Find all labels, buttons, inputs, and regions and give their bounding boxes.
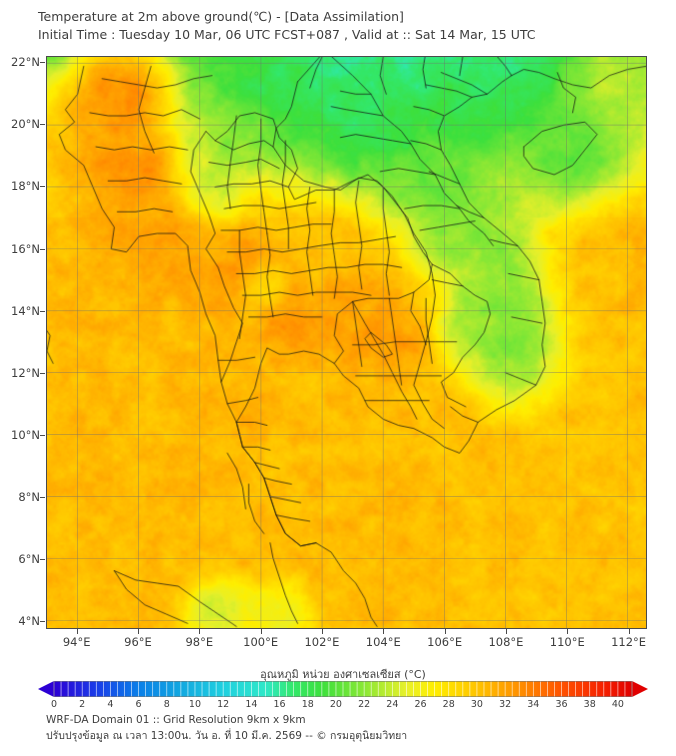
colorbar-tick-label: 30	[470, 699, 483, 710]
colorbar-tick-label: 24	[386, 699, 399, 710]
longitude-tick-label: 98°E	[185, 635, 214, 649]
latitude-tick-label: 14°N	[11, 303, 40, 318]
longitude-tick-mark	[76, 629, 78, 634]
longitude-tick-mark	[505, 629, 507, 634]
longitude-tick-mark	[567, 629, 569, 634]
latitude-tick-label: 22°N	[11, 55, 40, 70]
latitude-tick-label: 10°N	[11, 427, 40, 442]
longitude-tick-mark	[260, 629, 262, 634]
title-line-2: Initial Time : Tuesday 10 Mar, 06 UTC FC…	[38, 27, 536, 42]
colorbar-tick-label: 36	[555, 699, 568, 710]
colorbar-tick-label: 16	[273, 699, 286, 710]
latitude-tick-label: 8°N	[18, 490, 40, 504]
colorbar-tick-label: 6	[135, 699, 142, 710]
longitude-tick-label: 102°E	[304, 635, 340, 649]
latitude-tick-mark	[40, 559, 45, 561]
colorbar-tick-label: 28	[442, 699, 455, 710]
colorbar-tick-label: 14	[245, 699, 258, 710]
colorbar-gradient	[38, 681, 648, 697]
colorbar-tick-label: 12	[217, 699, 230, 710]
colorbar-tick-label: 40	[611, 699, 624, 710]
latitude-tick-label: 18°N	[11, 179, 40, 194]
longitude-tick-mark	[383, 629, 385, 634]
longitude-tick-mark	[199, 629, 201, 634]
temperature-field-canvas	[47, 57, 646, 628]
latitude-tick-mark	[40, 124, 45, 126]
colorbar-tick-label: 4	[107, 699, 114, 710]
longitude-tick-label: 112°E	[611, 635, 647, 649]
footer-line-2: ปรับปรุงข้อมูล ณ เวลา 13:00น. วัน อ. ที่…	[46, 730, 408, 742]
footer-block: WRF-DA Domain 01 :: Grid Resolution 9km …	[46, 712, 646, 744]
latitude-tick-mark	[40, 621, 45, 623]
longitude-tick-label: 106°E	[427, 635, 463, 649]
longitude-tick-label: 100°E	[243, 635, 279, 649]
latitude-tick-mark	[40, 310, 45, 312]
latitude-tick-mark	[40, 248, 45, 250]
latitude-tick-mark	[40, 186, 45, 188]
colorbar-tick-label: 34	[527, 699, 540, 710]
chart-title-block: Temperature at 2m above ground(℃) - [Dat…	[38, 8, 658, 44]
colorbar-ticks: 0 2 4 6 8 10 12 14 16 18 20 22 24 26 28 30 32 34 36 38 40	[38, 697, 648, 711]
longitude-tick-mark	[321, 629, 323, 634]
colorbar: อุณหภูมิ หน่วย องศาเซลเซียส (°C) 0 2 4 6 8 10…	[38, 665, 648, 710]
longitude-tick-mark	[137, 629, 139, 634]
latitude-tick-label: 4°N	[18, 614, 40, 629]
latitude-tick-label: 6°N	[18, 552, 40, 567]
colorbar-tick-label: 18	[301, 699, 314, 710]
longitude-tick-mark	[628, 629, 630, 634]
longitude-tick-label: 104°E	[365, 635, 401, 649]
colorbar-tick-label: 8	[163, 699, 170, 710]
colorbar-tick-label: 26	[414, 699, 427, 710]
longitude-axis: 94°E 96°E 98°E 100°E 102°E 104°E 106°E 108°E 110…	[46, 629, 647, 651]
latitude-tick-mark	[40, 434, 45, 436]
temperature-map[interactable]	[46, 56, 647, 629]
latitude-tick-mark	[40, 62, 45, 64]
colorbar-tick-label: 20	[329, 699, 342, 710]
longitude-tick-mark	[444, 629, 446, 634]
colorbar-tick-label: 2	[79, 699, 86, 710]
title-line-1: Temperature at 2m above ground(℃) - [Dat…	[38, 9, 404, 24]
latitude-tick-label: 20°N	[11, 117, 40, 132]
latitude-tick-label: 16°N	[11, 241, 40, 256]
longitude-tick-label: 94°E	[62, 635, 91, 649]
latitude-axis: 22°N 20°N 18°N 16°N 14°N 12°N 10°N 8°N 6°N 4°N	[0, 55, 45, 629]
longitude-tick-label: 110°E	[549, 635, 585, 649]
colorbar-tick-label: 0	[50, 699, 58, 710]
colorbar-tick-label: 38	[583, 699, 596, 710]
latitude-tick-label: 12°N	[11, 365, 40, 380]
longitude-tick-label: 96°E	[124, 635, 152, 649]
colorbar-tick-label: 22	[358, 699, 371, 710]
colorbar-title: อุณหภูมิ หน่วย องศาเซลเซียส (°C)	[260, 668, 426, 681]
longitude-tick-label: 108°E	[488, 635, 524, 649]
colorbar-tick-label: 32	[499, 699, 512, 710]
latitude-tick-mark	[40, 497, 45, 498]
colorbar-tick-label: 10	[188, 699, 202, 710]
footer-line-1: WRF-DA Domain 01 :: Grid Resolution 9km …	[46, 714, 306, 726]
latitude-tick-mark	[40, 372, 45, 374]
